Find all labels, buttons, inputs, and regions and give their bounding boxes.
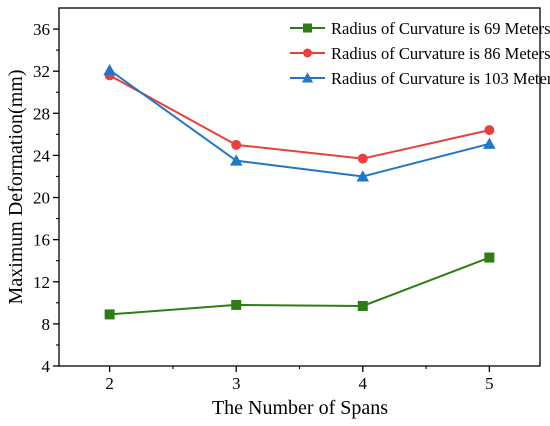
x-tick-label: 3	[232, 374, 241, 393]
square-marker	[231, 299, 242, 310]
x-tick-label: 2	[105, 374, 114, 393]
legend-label: Radius of Curvature is 103 Meters	[331, 69, 550, 88]
y-tick-label: 28	[33, 104, 50, 123]
square-marker	[303, 23, 312, 33]
y-tick-label: 16	[33, 231, 50, 250]
x-tick-label: 5	[485, 374, 494, 393]
circle-marker	[484, 125, 495, 136]
square-marker	[357, 300, 368, 311]
series-layer	[103, 63, 496, 320]
series-line	[109, 256, 490, 316]
series-3	[103, 63, 496, 182]
series-1	[104, 252, 495, 320]
triangle-marker	[356, 170, 370, 182]
legend-label: Radius of Curvature is 69 Meters	[331, 19, 550, 38]
y-axis-title: Maximum Deformation(mm)	[5, 70, 27, 305]
x-tick-label: 4	[359, 374, 368, 393]
legend-label: Radius of Curvature is 86 Meters	[331, 44, 550, 63]
y-tick-label: 12	[33, 273, 50, 292]
legend-item-2: Radius of Curvature is 86 Meters	[290, 44, 550, 63]
x-axis-title: The Number of Spans	[212, 397, 388, 419]
y-tick-label: 20	[33, 189, 50, 208]
triangle-marker	[483, 137, 496, 149]
circle-marker	[303, 48, 312, 58]
square-marker	[484, 252, 495, 263]
y-tick-label: 8	[42, 315, 51, 334]
y-tick-label: 32	[33, 62, 50, 81]
circle-marker	[357, 153, 368, 164]
plot-frame	[58, 7, 541, 367]
series-line	[109, 74, 490, 160]
series-line	[109, 69, 490, 178]
circle-marker	[231, 139, 242, 150]
triangle-marker	[301, 72, 314, 83]
square-marker	[104, 309, 115, 320]
triangle-marker	[103, 63, 116, 76]
triangle-marker	[229, 154, 243, 166]
y-tick-label: 24	[33, 146, 51, 165]
legend-item-1: Radius of Curvature is 69 Meters	[290, 19, 550, 38]
y-tick-label: 36	[33, 20, 50, 39]
legend: Radius of Curvature is 69 Meters Radius o…	[290, 19, 550, 88]
y-tick-label: 4	[42, 357, 51, 376]
legend-item-3: Radius of Curvature is 103 Meters	[290, 69, 550, 88]
ticks-layer: 4 8 12 16 20 24 28 32 36 2 3 4 5	[33, 20, 494, 393]
